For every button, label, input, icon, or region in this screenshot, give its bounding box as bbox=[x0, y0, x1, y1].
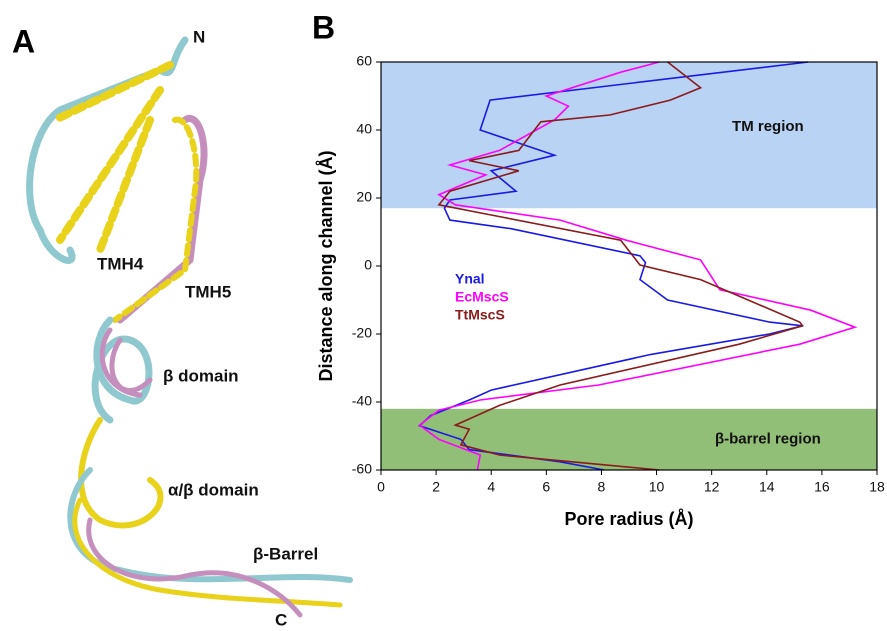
x-axis-title: Pore radius (Å) bbox=[564, 509, 693, 529]
series-line bbox=[418, 61, 858, 471]
legend-entry: TtMscS bbox=[455, 307, 505, 323]
structure-label: TMH4 bbox=[97, 254, 144, 273]
y-tick-label: 0 bbox=[364, 257, 372, 273]
x-tick-label: 16 bbox=[814, 479, 830, 495]
x-tick-label: 10 bbox=[649, 479, 665, 495]
x-tick-label: 2 bbox=[432, 479, 440, 495]
series-line bbox=[437, 61, 804, 471]
x-tick-label: 0 bbox=[377, 479, 385, 495]
panel-letter: B bbox=[312, 9, 335, 45]
y-tick-label: -40 bbox=[352, 393, 372, 409]
y-tick-label: 40 bbox=[356, 121, 372, 137]
structure-label: N bbox=[193, 27, 205, 46]
x-tick-label: 14 bbox=[759, 479, 775, 495]
y-axis-title: Distance along channel (Å) bbox=[316, 150, 336, 381]
structure-label: TMH5 bbox=[185, 282, 231, 301]
legend-entry: Ynal bbox=[455, 271, 485, 287]
region-label: TM region bbox=[732, 118, 804, 135]
y-tick-label: 60 bbox=[356, 53, 372, 69]
x-tick-label: 18 bbox=[869, 479, 885, 495]
x-tick-label: 6 bbox=[542, 479, 550, 495]
y-tick-label: 20 bbox=[356, 189, 372, 205]
protein-structure bbox=[26, 36, 353, 618]
chart: TM region β-barrel region Ynal EcMscS TtMscS… bbox=[352, 53, 885, 495]
x-tick-label: 12 bbox=[704, 479, 720, 495]
y-tick-label: -20 bbox=[352, 325, 372, 341]
structure-label: β domain bbox=[163, 366, 239, 385]
structure-label: α/β domain bbox=[168, 480, 259, 499]
structure-label: C bbox=[275, 610, 287, 629]
structure-label: β-Barrel bbox=[253, 544, 318, 563]
x-tick-label: 8 bbox=[598, 479, 606, 495]
x-tick-label: 4 bbox=[487, 479, 495, 495]
region-label: β-barrel region bbox=[715, 430, 821, 447]
legend-entry: EcMscS bbox=[455, 289, 509, 305]
y-tick-label: -60 bbox=[352, 461, 372, 477]
panel-letter: A bbox=[12, 23, 35, 59]
